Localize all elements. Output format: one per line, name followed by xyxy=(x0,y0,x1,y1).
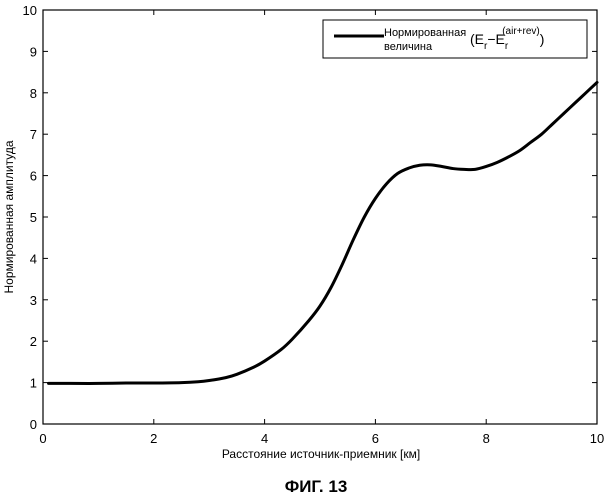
x-axis-label: Расстояние источник-приемник [км] xyxy=(222,447,420,461)
axis-ticks xyxy=(43,10,597,424)
x-tick-label: 2 xyxy=(150,431,157,446)
legend-name-line2: величина xyxy=(384,41,433,53)
figure-caption: ФИГ. 13 xyxy=(285,477,348,496)
y-tick-label: 8 xyxy=(30,86,37,101)
x-tick-label: 8 xyxy=(483,431,490,446)
legend-box xyxy=(323,20,587,58)
y-tick-label: 1 xyxy=(30,376,37,391)
y-tick-label: 0 xyxy=(30,417,37,432)
x-tick-label: 6 xyxy=(372,431,379,446)
x-tick-label: 10 xyxy=(590,431,604,446)
y-tick-label: 6 xyxy=(30,169,37,184)
legend: Нормированная величина (Er−Er(air+rev)) xyxy=(323,20,587,58)
y-tick-label: 3 xyxy=(30,293,37,308)
x-tick-labels: 0 2 4 6 8 10 xyxy=(39,431,604,446)
y-tick-label: 2 xyxy=(30,334,37,349)
legend-name-line1: Нормированная xyxy=(384,27,466,39)
x-tick-label: 0 xyxy=(39,431,46,446)
y-tick-label: 7 xyxy=(30,127,37,142)
x-tick-label: 4 xyxy=(261,431,268,446)
legend-expr-close: ) xyxy=(540,31,545,47)
y-tick-labels: 0 1 2 3 4 5 6 7 8 9 10 xyxy=(23,3,37,432)
y-tick-label: 5 xyxy=(30,210,37,225)
y-axis-label: Нормированная амплитуда xyxy=(2,140,16,293)
y-tick-label: 4 xyxy=(30,251,37,266)
y-tick-label: 10 xyxy=(23,3,37,18)
legend-expr-sup: (air+rev) xyxy=(502,26,540,37)
plot-frame xyxy=(43,10,597,424)
legend-expr-open: (E xyxy=(470,31,484,47)
series-line xyxy=(49,82,597,383)
y-tick-label: 9 xyxy=(30,44,37,59)
